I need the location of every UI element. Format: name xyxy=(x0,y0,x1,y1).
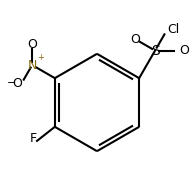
Text: Cl: Cl xyxy=(167,23,179,36)
Text: F: F xyxy=(30,132,37,146)
Text: O: O xyxy=(179,44,189,57)
Text: O: O xyxy=(131,33,140,46)
Text: O: O xyxy=(12,77,22,90)
Text: −: − xyxy=(6,78,16,88)
Text: +: + xyxy=(37,53,44,62)
Text: S: S xyxy=(151,44,159,58)
Text: N: N xyxy=(28,59,37,72)
Text: O: O xyxy=(27,38,37,51)
